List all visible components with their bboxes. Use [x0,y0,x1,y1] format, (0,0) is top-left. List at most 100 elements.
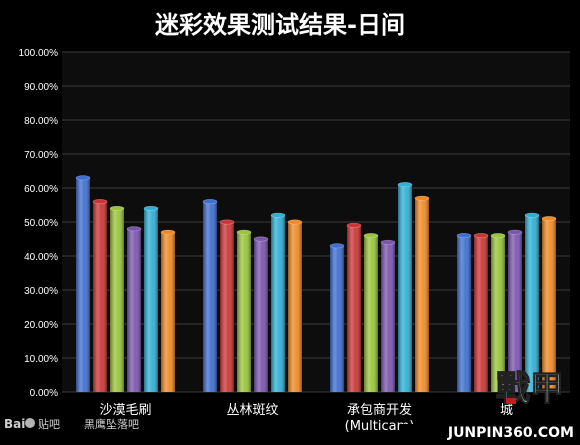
bar-shading [415,198,429,392]
x-category-label-line: 城 [500,403,513,418]
bar-top-cap [287,219,303,225]
x-category-label: 丛林斑纹 [226,403,278,418]
baidu-tieba-text: 贴吧 [38,417,60,431]
bar [524,212,540,392]
bar [219,219,235,392]
x-category-label-line: 沙漠毛刷 [99,403,151,418]
y-tick-label: 70.00% [24,150,58,161]
bar [397,182,413,392]
bar-shading [525,215,539,392]
bar-top-cap [456,233,472,239]
site-watermark-bg [400,424,578,440]
bar [473,233,489,392]
site-watermark: JUNPIN360.COM [400,424,578,441]
x-category-label: 承包商开发(Multicam) [345,402,415,434]
bar-top-cap [329,243,345,249]
bar-top-cap [363,233,379,239]
y-tick-label: 100.00% [19,48,59,59]
bar [126,226,142,392]
bar-shading [542,218,556,392]
bar [143,205,159,392]
bar [456,233,472,392]
bar-shading [330,245,344,392]
bar-shading [220,222,234,392]
y-tick-label: 30.00% [24,286,58,297]
bar-top-cap [143,205,159,211]
bar [507,229,523,392]
bar-shading [491,235,505,392]
bar [92,199,108,392]
x-category-label-line: (Multicam) [345,419,415,434]
x-category-label: 沙漠毛刷 [99,403,151,418]
zhanjia-logo-stamp [506,398,516,404]
bar-shading [508,232,522,392]
bar-shading [127,228,141,392]
bar-shading [93,201,107,392]
bar-top-cap [380,239,396,245]
zhanjia-logo: 戰甲 [495,368,564,409]
bar-shading [237,232,251,392]
bar [363,233,379,392]
x-category-label-line: 承包商开发 [347,402,412,418]
bar [541,216,557,392]
bar-top-cap [414,195,430,201]
bar-shading [288,222,302,392]
bar [160,229,176,392]
bar-top-cap [490,233,506,239]
x-axis-category-labels: 沙漠毛刷 丛林斑纹 承包商开发(Multicam) 城 [99,402,513,434]
bar [253,236,269,392]
bar [414,195,430,392]
bar [380,239,396,392]
bar-shading [398,184,412,392]
baidu-forum-text: 黑鹰坠落吧 [84,417,139,431]
y-tick-label: 10.00% [24,354,58,365]
bar [270,212,286,392]
site-watermark-text: JUNPIN360.COM [447,425,574,441]
bar [287,219,303,392]
bar-shading [254,239,268,392]
bar [346,222,362,392]
bar-top-cap [75,175,91,181]
bar [202,199,218,392]
baidu-logo-text: Bai [4,417,25,431]
bar-top-cap [160,229,176,235]
y-tick-label: 50.00% [24,218,58,229]
bar-top-cap [397,182,413,188]
x-category-label-line: 丛林斑纹 [226,403,278,418]
bar-top-cap [219,219,235,225]
bar-shading [457,235,471,392]
bar [236,229,252,392]
baidu-watermark: Bai 贴吧 黑鹰坠落吧 [4,417,139,431]
bar-top-cap [346,222,362,228]
chart-title: 迷彩效果测试结果-日间 [155,11,405,39]
y-tick-label: 80.00% [24,116,58,127]
bar-top-cap [541,216,557,222]
y-axis-tick-labels: 0.00% 10.00% 20.00% 30.00% 40.00% 50.00% 60.00… [19,48,59,399]
bar-top-cap [270,212,286,218]
baidu-paw-icon [25,418,35,428]
bar-top-cap [473,233,489,239]
bar-top-cap [126,226,142,232]
y-tick-label: 20.00% [24,320,58,331]
bar-shading [364,235,378,392]
bar [75,175,91,392]
bar-shading [271,215,285,392]
bar-top-cap [202,199,218,205]
bar-top-cap [92,199,108,205]
bars [75,175,557,392]
bar-shading [110,208,124,392]
bar-shading [203,201,217,392]
bar [490,233,506,392]
y-tick-label: 0.00% [30,388,58,399]
bar-shading [474,235,488,392]
bar-shading [161,232,175,392]
bar-top-cap [236,229,252,235]
x-category-label: 城 [500,403,513,418]
bar-shading [347,225,361,392]
bar-top-cap [253,236,269,242]
bar [329,243,345,392]
bar-top-cap [524,212,540,218]
bar-top-cap [109,205,125,211]
